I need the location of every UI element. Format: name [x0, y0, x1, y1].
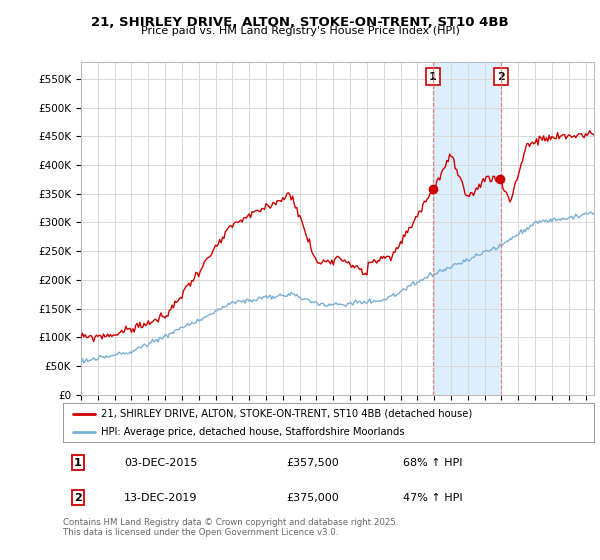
Text: £357,500: £357,500: [286, 458, 339, 468]
Text: 13-DEC-2019: 13-DEC-2019: [124, 493, 197, 502]
Text: 21, SHIRLEY DRIVE, ALTON, STOKE-ON-TRENT, ST10 4BB: 21, SHIRLEY DRIVE, ALTON, STOKE-ON-TRENT…: [91, 16, 509, 29]
Text: 2: 2: [74, 493, 82, 502]
Text: 47% ↑ HPI: 47% ↑ HPI: [403, 493, 463, 502]
Text: 1: 1: [74, 458, 82, 468]
Text: £375,000: £375,000: [286, 493, 339, 502]
Text: 68% ↑ HPI: 68% ↑ HPI: [403, 458, 463, 468]
Bar: [433, 62, 500, 395]
Text: 1: 1: [429, 72, 437, 82]
Text: 2: 2: [497, 72, 505, 82]
Text: Price paid vs. HM Land Registry's House Price Index (HPI): Price paid vs. HM Land Registry's House …: [140, 26, 460, 36]
Text: 21, SHIRLEY DRIVE, ALTON, STOKE-ON-TRENT, ST10 4BB (detached house): 21, SHIRLEY DRIVE, ALTON, STOKE-ON-TRENT…: [101, 409, 472, 419]
Text: 03-DEC-2015: 03-DEC-2015: [124, 458, 197, 468]
Text: Contains HM Land Registry data © Crown copyright and database right 2025.
This d: Contains HM Land Registry data © Crown c…: [63, 518, 398, 538]
Text: HPI: Average price, detached house, Staffordshire Moorlands: HPI: Average price, detached house, Staf…: [101, 427, 405, 437]
